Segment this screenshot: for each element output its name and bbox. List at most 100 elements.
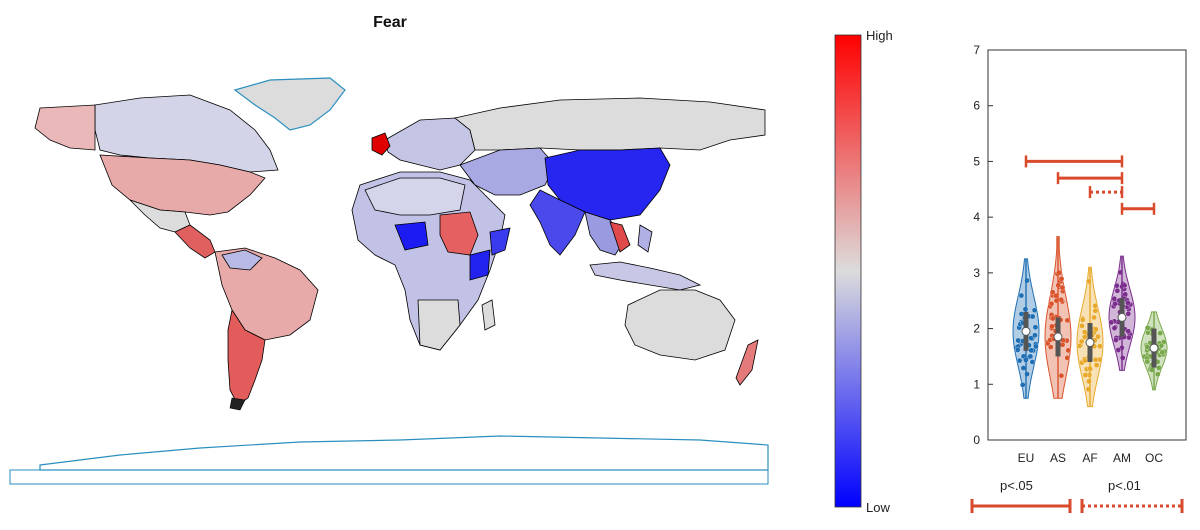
x-tick-label-oc: OC <box>1145 451 1163 465</box>
data-point <box>1144 358 1151 365</box>
data-point <box>1080 316 1086 323</box>
colorbar-gradient <box>834 34 862 508</box>
region-india <box>529 189 586 256</box>
data-point <box>1082 357 1088 364</box>
world-choropleth-map <box>9 77 769 485</box>
region-madagascar <box>481 299 496 331</box>
data-point <box>1081 329 1088 335</box>
region-philippines <box>637 224 653 253</box>
data-point <box>1018 292 1025 299</box>
y-tick-label: 1 <box>973 377 980 391</box>
region-venezuela <box>221 249 263 271</box>
region-west-africa <box>394 221 429 251</box>
median-oc <box>1149 343 1159 353</box>
data-point <box>1019 382 1026 388</box>
data-point <box>1125 328 1131 335</box>
region-greenland <box>233 77 346 131</box>
y-tick-label: 0 <box>973 433 980 447</box>
data-point <box>1020 365 1027 371</box>
data-point <box>1048 300 1055 307</box>
legend-p05-label: p<.05 <box>1000 478 1033 493</box>
data-point <box>1155 371 1161 378</box>
data-point <box>1092 303 1099 309</box>
data-point <box>1126 334 1132 341</box>
median-af <box>1085 338 1095 347</box>
data-point <box>1157 330 1163 336</box>
data-point <box>1059 284 1066 291</box>
region-central-america <box>174 224 216 259</box>
data-point <box>1108 319 1114 326</box>
map-frame-bottom <box>9 469 769 485</box>
data-point <box>1058 372 1065 379</box>
data-point <box>1029 313 1036 320</box>
data-point <box>1114 288 1121 294</box>
data-point <box>1144 325 1151 331</box>
data-point <box>1065 347 1072 354</box>
data-point <box>1031 307 1038 313</box>
data-point <box>1016 357 1023 364</box>
region-antarctica <box>39 435 769 471</box>
y-tick-label: 5 <box>973 154 980 168</box>
significance-bar-as-am <box>1056 172 1124 185</box>
data-point <box>1111 325 1118 331</box>
region-north-africa <box>364 177 466 216</box>
data-point <box>1122 291 1129 298</box>
data-point <box>1058 276 1065 282</box>
data-point <box>1049 289 1056 295</box>
violin-plot-panel: 0 1 2 3 4 5 6 7 EU AS AF AM OC <box>940 30 1200 525</box>
region-southeast-asia <box>584 211 626 256</box>
data-point <box>1125 300 1131 306</box>
data-point <box>1028 335 1034 341</box>
data-point <box>1032 332 1038 338</box>
data-point <box>1064 355 1070 361</box>
region-somalia <box>489 227 511 256</box>
x-tick-label-as: AS <box>1050 451 1066 465</box>
median-am <box>1117 312 1127 322</box>
data-point <box>1027 353 1034 360</box>
x-tick-label-am: AM <box>1113 451 1131 465</box>
data-point <box>1058 296 1064 303</box>
region-alaska <box>34 104 96 151</box>
region-vietnam <box>609 221 631 253</box>
data-point <box>1121 282 1128 289</box>
data-point <box>1082 372 1089 378</box>
data-point <box>1144 344 1150 350</box>
data-point <box>1091 314 1097 321</box>
data-point <box>1059 341 1066 348</box>
data-point <box>1113 337 1119 343</box>
data-point <box>1014 347 1021 353</box>
data-point <box>1097 343 1103 349</box>
data-point <box>1076 343 1083 349</box>
data-point <box>1015 337 1021 344</box>
significance-bar-eu-am <box>1024 155 1124 168</box>
data-point <box>1018 311 1025 317</box>
colorbar <box>834 34 862 508</box>
region-china <box>544 147 671 221</box>
region-chile-argentina <box>227 308 266 406</box>
significance-legend: p<.05 p<.01 <box>960 470 1200 525</box>
legend-p01-label: p<.01 <box>1108 478 1141 493</box>
data-point <box>1024 277 1030 284</box>
y-tick-label: 2 <box>973 322 980 336</box>
data-point <box>1079 323 1085 329</box>
data-point <box>1113 282 1120 289</box>
data-point <box>1125 311 1132 317</box>
data-point <box>1028 347 1034 354</box>
data-point <box>1033 343 1039 350</box>
y-tick-label: 6 <box>973 99 980 113</box>
data-point <box>1029 359 1036 365</box>
region-europe <box>384 117 476 171</box>
region-southern-africa <box>417 299 461 351</box>
y-tick-label: 7 <box>973 43 980 57</box>
y-tick-label: 3 <box>973 266 980 280</box>
data-point <box>1093 362 1100 368</box>
region-new-zealand <box>735 339 759 386</box>
data-point <box>1119 355 1126 361</box>
colorbar-low-label: Low <box>866 500 890 515</box>
region-middle-east <box>459 147 556 196</box>
region-australia <box>624 289 736 361</box>
region-indonesia <box>589 261 702 291</box>
region-east-africa <box>469 249 491 281</box>
data-point <box>1095 333 1101 340</box>
median-eu <box>1021 326 1031 336</box>
